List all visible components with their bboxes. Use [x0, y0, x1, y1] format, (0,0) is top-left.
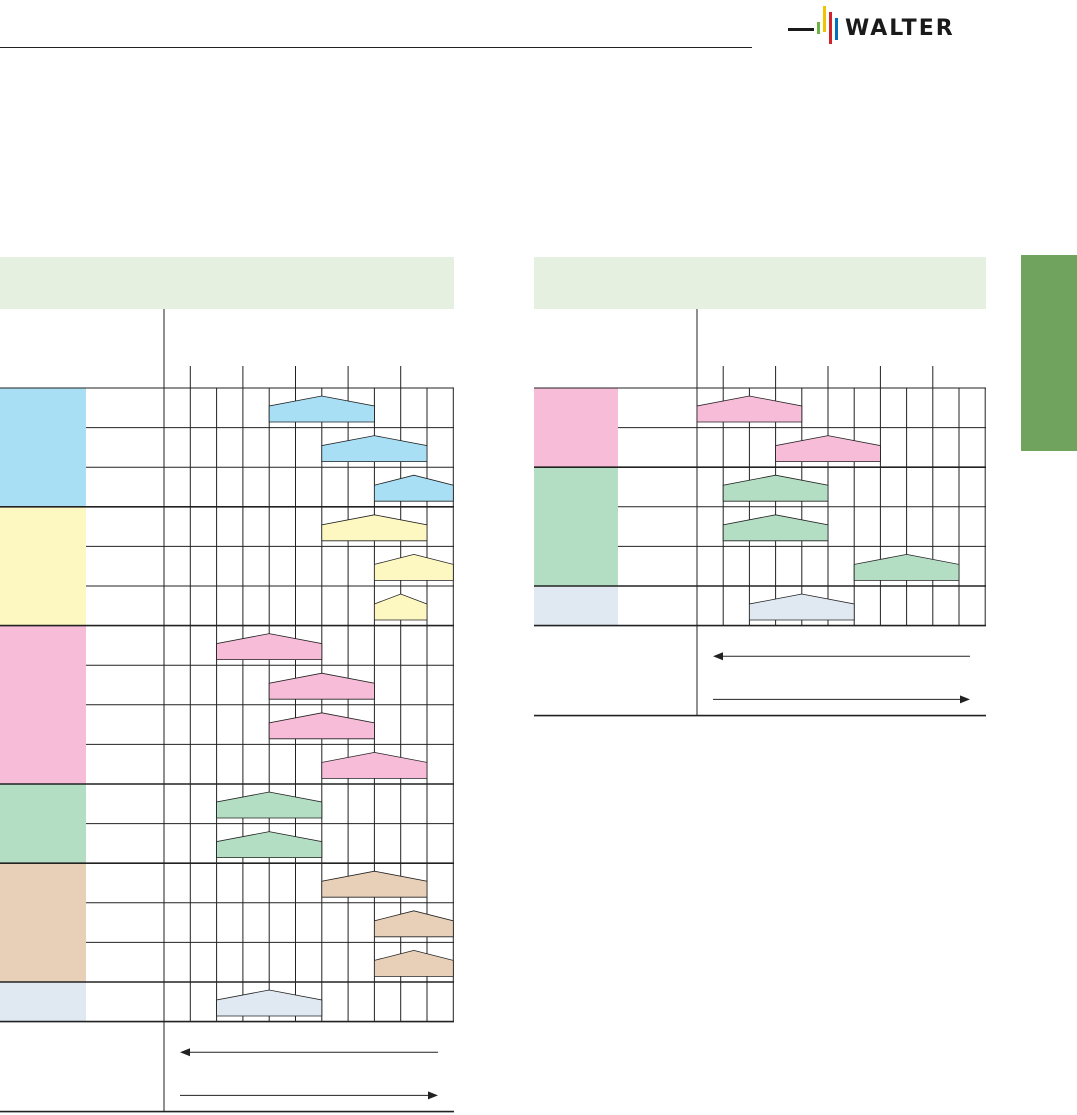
logo-bar-red [829, 12, 832, 44]
right-group-0 [534, 388, 618, 468]
right-bar-0 [696, 395, 803, 423]
right-bar-4 [853, 553, 960, 581]
header-rule [0, 47, 752, 48]
left-bar-11 [216, 831, 323, 858]
logo-bar-blue [835, 18, 838, 40]
right-bar-5 [749, 593, 855, 621]
logo-wordmark: WALTER [845, 16, 955, 41]
logo-bar-yellow [823, 6, 826, 32]
left-bar-1 [321, 435, 428, 463]
left-group-2 [0, 625, 86, 784]
logo-dash [788, 28, 814, 31]
right-bar-2 [722, 474, 829, 502]
left-bar-6 [216, 633, 323, 660]
right-group-2 [534, 586, 618, 626]
left-bar-3 [321, 514, 428, 542]
left-arrow-left-head [180, 1048, 190, 1057]
left-table-header-band [0, 257, 454, 309]
left-bar-5 [373, 593, 428, 621]
right-bar-3 [722, 514, 829, 542]
right-bar-1 [775, 435, 881, 463]
left-group-5 [0, 982, 86, 1022]
left-group-4 [0, 863, 86, 982]
left-bar-12 [321, 870, 428, 898]
left-bar-13 [373, 910, 454, 938]
side-tab[interactable] [1021, 255, 1077, 451]
left-group-0 [0, 388, 86, 507]
left-arrow-right-head [428, 1091, 438, 1100]
left-bar-8 [268, 712, 375, 740]
left-bar-7 [268, 672, 375, 700]
left-bar-14 [373, 949, 454, 977]
right-table-header-band [534, 257, 986, 309]
left-group-1 [0, 506, 86, 626]
left-bar-10 [216, 791, 323, 819]
right-arrow-right-head [960, 695, 970, 704]
left-bar-9 [321, 751, 428, 779]
left-bar-0 [268, 395, 375, 423]
left-group-3 [0, 784, 86, 864]
logo-bar-green [817, 22, 820, 34]
left-bar-4 [373, 553, 454, 581]
right-group-1 [534, 467, 618, 586]
right-arrow-left-head [713, 652, 723, 661]
left-bar-2 [373, 474, 454, 502]
left-bar-15 [216, 989, 323, 1017]
walter-logo: WALTER [788, 4, 988, 44]
